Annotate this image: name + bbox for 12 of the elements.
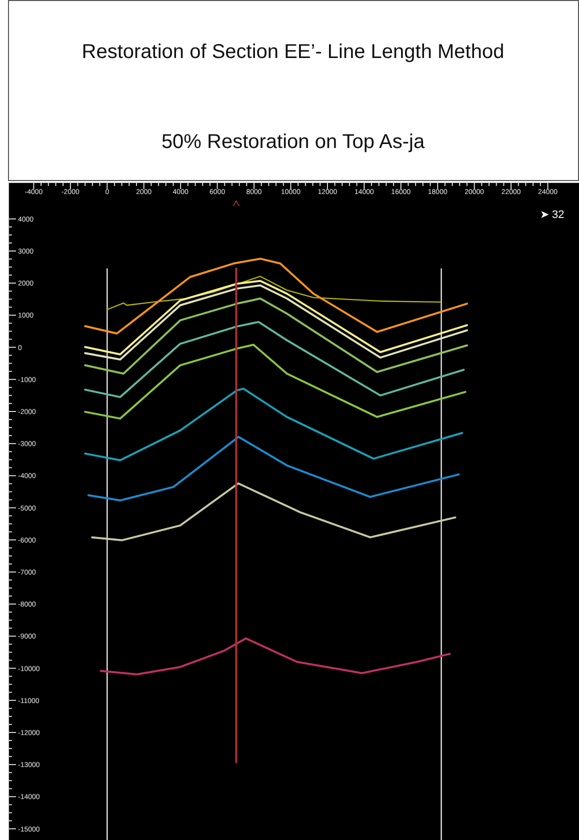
line-series bbox=[84, 344, 466, 420]
line-series bbox=[106, 276, 441, 310]
chart-title: Restoration of Section EE’- Line Length Method bbox=[82, 41, 504, 63]
line-series bbox=[100, 637, 451, 676]
line-series bbox=[84, 320, 465, 398]
line-series bbox=[84, 258, 468, 334]
line-series bbox=[87, 436, 460, 502]
line-series bbox=[84, 298, 468, 375]
annotation: ➤ 32 bbox=[540, 209, 564, 221]
line-series bbox=[84, 388, 464, 462]
line-series bbox=[91, 482, 456, 542]
chart-subtitle: 50% Restoration on Top As-ja bbox=[161, 131, 426, 153]
